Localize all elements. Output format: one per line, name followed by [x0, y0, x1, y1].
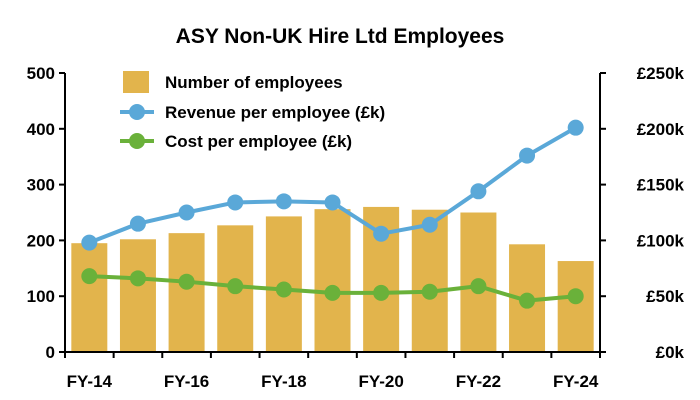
cost-per-employee-k-point-fy-19: [324, 284, 341, 301]
y-right-tick-label: £100k: [637, 231, 685, 250]
x-tick-label: FY-22: [456, 372, 501, 391]
revenue-per-employee-k-point-fy-22: [470, 183, 487, 200]
revenue-per-employee-k-point-fy-20: [373, 225, 390, 242]
bar-fy-19: [314, 209, 351, 352]
y-left-tick-label: 500: [27, 64, 55, 83]
legend: Number of employees Revenue per employee …: [120, 71, 385, 151]
revenue-per-employee-k-point-fy-18: [275, 193, 292, 210]
y-right-tick-label: £250k: [637, 64, 685, 83]
revenue-per-employee-k-point-fy-24: [567, 119, 584, 136]
y-right-tick-label: £50k: [646, 287, 684, 306]
cost-per-employee-k-point-fy-18: [275, 281, 292, 298]
x-tick-label: FY-14: [67, 372, 113, 391]
y-left-tick-label: 0: [46, 343, 55, 362]
y-left-tick-label: 100: [27, 287, 55, 306]
bar-fy-14: [71, 243, 108, 352]
revenue-per-employee-k-point-fy-16: [178, 204, 195, 221]
revenue-per-employee-k-point-fy-21: [421, 216, 438, 233]
cost-per-employee-k-point-fy-22: [470, 278, 487, 295]
legend-swatch-number-of-employees: [123, 71, 149, 93]
cost-per-employee-k-point-fy-16: [178, 273, 195, 290]
cost-per-employee-k-point-fy-20: [373, 284, 390, 301]
x-tick-label: FY-16: [164, 372, 209, 391]
y-right-tick-label: £0k: [656, 343, 685, 362]
y-left-tick-label: 200: [27, 231, 55, 250]
cost-per-employee-k-point-fy-21: [421, 283, 438, 300]
legend-marker-revenue-per-employee-k: [129, 104, 145, 120]
y-left-tick-label: 300: [27, 176, 55, 195]
y-right-tick-label: £150k: [637, 176, 685, 195]
cost-per-employee-k-point-fy-17: [227, 278, 244, 295]
bar-fy-24: [557, 261, 594, 352]
bar-fy-16: [168, 233, 205, 352]
lines-layer: [81, 119, 584, 309]
revenue-per-employee-k-point-fy-15: [129, 215, 146, 232]
x-tick-label: FY-18: [261, 372, 306, 391]
y-left-tick-label: 400: [27, 120, 55, 139]
x-tick-label: FY-24: [553, 372, 599, 391]
cost-per-employee-k-point-fy-24: [567, 288, 584, 305]
revenue-per-employee-k-point-fy-17: [227, 194, 244, 211]
x-tick-label: FY-20: [358, 372, 403, 391]
legend-marker-cost-per-employee-k: [129, 133, 145, 149]
legend-label-revenue-per-employee-k: Revenue per employee (£k): [165, 103, 385, 122]
bar-fy-21: [411, 209, 448, 352]
axes-layer: 0 100 200 300 400 500 £0k £50k £100k £150k £200k £2…: [27, 64, 685, 391]
chart-title: ASY Non-UK Hire Ltd Employees: [176, 25, 505, 48]
legend-label-number-of-employees: Number of employees: [165, 73, 343, 92]
legend-label-cost-per-employee-k: Cost per employee (£k): [165, 132, 352, 151]
revenue-per-employee-k-point-fy-23: [519, 147, 536, 164]
cost-per-employee-k-point-fy-14: [81, 268, 98, 285]
y-right-tick-label: £200k: [637, 120, 685, 139]
cost-per-employee-k-point-fy-15: [129, 270, 146, 287]
revenue-per-employee-k-point-fy-19: [324, 194, 341, 211]
revenue-per-employee-k-point-fy-14: [81, 234, 98, 251]
bar-fy-15: [119, 239, 156, 352]
cost-per-employee-k-point-fy-23: [519, 292, 536, 309]
